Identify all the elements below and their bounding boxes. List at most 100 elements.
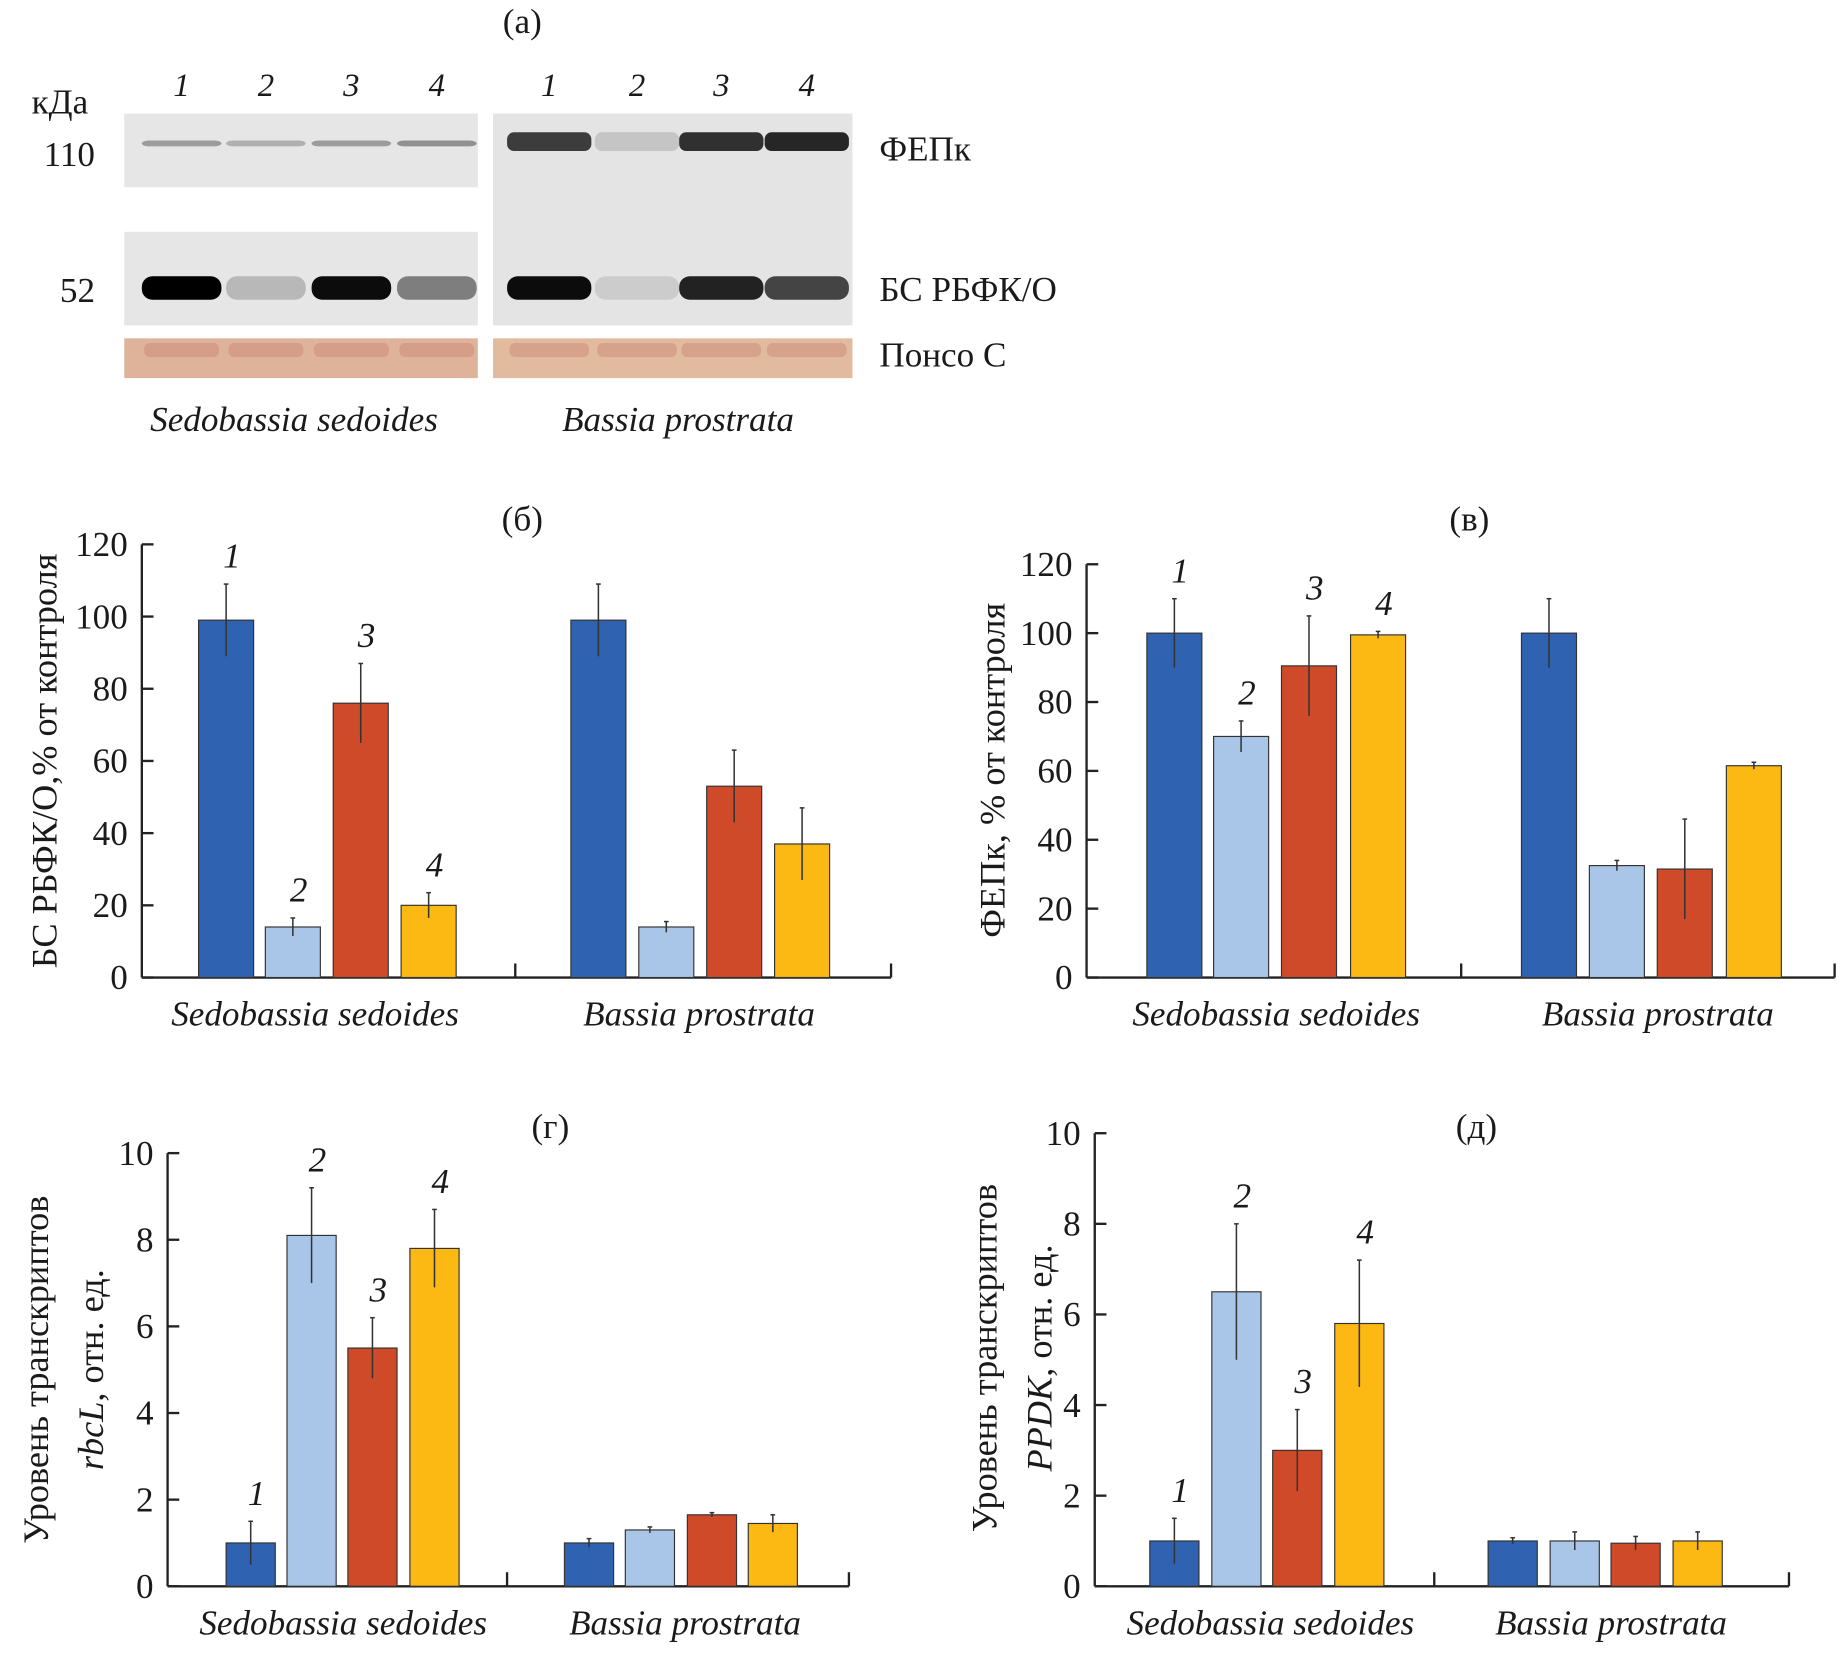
rubisco-band xyxy=(397,276,477,300)
blot-species-2: Bassia prostrata xyxy=(562,400,794,439)
rubisco-band xyxy=(226,276,306,300)
y-tick-label: 40 xyxy=(1037,820,1072,859)
panel-label: (б) xyxy=(502,499,543,538)
chart-panel-2: (г) 0 2 4 6 8 10 Sedobassia sedoides Bassia pros… xyxy=(16,1107,851,1642)
bar-number-label: 4 xyxy=(1356,1213,1374,1252)
bar-number-label: 2 xyxy=(309,1140,327,1179)
y-tick-label: 8 xyxy=(1063,1205,1081,1244)
pepc-band xyxy=(311,140,392,147)
bar-number-label: 4 xyxy=(426,845,444,884)
bar-4-1 xyxy=(1725,765,1782,979)
blot-panel-label: (а) xyxy=(503,2,542,41)
bar-1-0 xyxy=(1146,632,1203,979)
y-tick-label: 6 xyxy=(136,1307,154,1346)
bar-2-1 xyxy=(1588,865,1645,979)
y-tick-label: 2 xyxy=(136,1480,154,1519)
y-tick-label: 4 xyxy=(1063,1386,1081,1425)
bar-3-1 xyxy=(686,1514,738,1587)
bar-1-1 xyxy=(570,619,627,979)
panel-label: (д) xyxy=(1456,1107,1497,1146)
rubisco-band xyxy=(311,276,392,300)
y-tick-label: 100 xyxy=(75,597,128,636)
band-label-ponceau: Понсо С xyxy=(879,335,1006,374)
blot-panel: (а) кДа 110 52 1 2 3 4 1 2 3 4 ФЕПк БС РБФК/О П… xyxy=(32,2,1057,439)
y-axis-label-line1: Уровень транскриптов xyxy=(964,1184,1004,1532)
lane-number: 1 xyxy=(541,68,557,104)
pepc-band xyxy=(507,132,592,152)
ponceau-band xyxy=(509,343,590,358)
y-tick-label: 0 xyxy=(1055,958,1073,997)
bar-2-1 xyxy=(638,926,695,979)
bar-1-1 xyxy=(563,1542,615,1587)
y-tick-label: 120 xyxy=(1020,545,1073,584)
bar-number-label: 2 xyxy=(290,871,308,910)
y-axis-label-line1: Уровень транскриптов xyxy=(16,1196,56,1544)
y-tick-label: 100 xyxy=(1020,614,1073,653)
rubisco-band xyxy=(764,276,849,300)
category-label: Bassia prostrata xyxy=(569,1603,801,1642)
mw-marker-110: 110 xyxy=(44,135,95,174)
lane-number: 2 xyxy=(258,68,274,104)
ponceau-band xyxy=(228,343,304,358)
ponceau-band xyxy=(681,343,762,358)
chart-panel-3: (д) 0 2 4 6 8 10 Sedobassia sedoides Bassia pros… xyxy=(964,1107,1791,1642)
rubisco-band xyxy=(594,276,680,300)
ponceau-band xyxy=(597,343,677,358)
bar-number-label: 3 xyxy=(369,1270,388,1309)
y-axis-label: БС РБФК/О,% от контроля xyxy=(24,553,64,968)
y-tick-label: 8 xyxy=(136,1220,154,1259)
bar-2-1 xyxy=(624,1529,676,1587)
y-tick-label: 20 xyxy=(1037,889,1072,928)
bar-number-label: 1 xyxy=(1171,551,1189,590)
bar-number-label: 1 xyxy=(248,1474,266,1513)
ponceau-band xyxy=(399,343,475,358)
y-tick-label: 0 xyxy=(1063,1567,1081,1606)
lane-number: 4 xyxy=(429,68,445,104)
lane-number: 1 xyxy=(173,68,189,104)
y-axis-label-line2: rbcL, отн. ед. xyxy=(71,1269,111,1470)
pepc-band xyxy=(764,132,849,152)
blot-species-1: Sedobassia sedoides xyxy=(150,400,438,439)
bar-1-0 xyxy=(198,619,255,979)
bar-1-1 xyxy=(1520,632,1578,979)
pepc-band xyxy=(397,140,477,147)
bar-number-label: 4 xyxy=(432,1162,450,1201)
band-label-rubisco: БС РБФК/О xyxy=(879,270,1057,309)
gene-name: rbcL xyxy=(71,1402,111,1471)
bar-2-0 xyxy=(1212,735,1270,979)
category-label: Sedobassia sedoides xyxy=(1127,1603,1415,1642)
y-tick-label: 4 xyxy=(136,1394,154,1433)
rubisco-band xyxy=(141,276,222,300)
band-label-pepc: ФЕПк xyxy=(879,129,972,168)
y-tick-label: 10 xyxy=(1046,1114,1081,1153)
y-axis-label-line2: PPDK, отн. ед. xyxy=(1019,1244,1059,1472)
y-tick-label: 0 xyxy=(136,1567,154,1606)
mw-marker-52: 52 xyxy=(60,271,95,310)
category-label: Sedobassia sedoides xyxy=(199,1603,487,1642)
bar-number-label: 3 xyxy=(357,616,376,655)
lane-number: 2 xyxy=(629,68,645,104)
bar-number-label: 2 xyxy=(1238,674,1256,713)
y-tick-label: 2 xyxy=(1063,1476,1081,1515)
bar-3-0 xyxy=(1280,665,1338,979)
y-tick-label: 6 xyxy=(1063,1295,1081,1334)
category-label: Bassia prostrata xyxy=(1495,1603,1727,1642)
bar-number-label: 4 xyxy=(1375,584,1393,623)
y-tick-label: 60 xyxy=(1037,752,1072,791)
bar-3-0 xyxy=(347,1347,398,1587)
y-tick-label: 0 xyxy=(110,958,128,997)
lane-number: 4 xyxy=(799,68,815,104)
bar-number-label: 1 xyxy=(1171,1471,1189,1510)
y-tick-label: 120 xyxy=(75,525,128,564)
rubisco-band xyxy=(507,276,592,300)
unit-text: , отн. ед. xyxy=(1019,1244,1059,1376)
ponceau-band xyxy=(766,343,847,358)
bar-number-label: 1 xyxy=(223,537,241,576)
unit-text: , отн. ед. xyxy=(71,1269,111,1401)
category-label: Sedobassia sedoides xyxy=(171,995,459,1034)
y-tick-label: 20 xyxy=(93,886,128,925)
bar-4-0 xyxy=(409,1247,460,1587)
bar-4-1 xyxy=(747,1522,798,1587)
bar-number-label: 2 xyxy=(1233,1176,1251,1215)
